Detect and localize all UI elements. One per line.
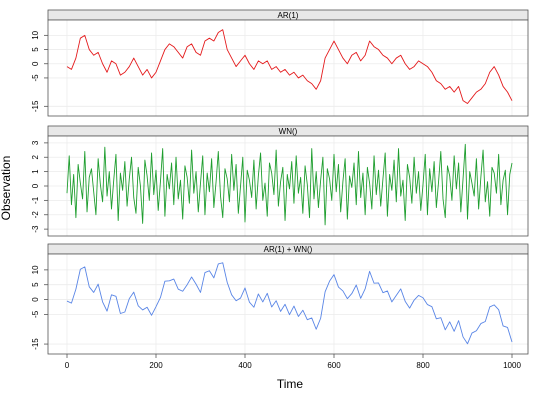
y-tick-label: 5 <box>31 47 40 52</box>
panel-border <box>47 253 529 355</box>
x-tick-label: 800 <box>416 361 430 370</box>
y-tick-label: -15 <box>31 338 40 350</box>
y-tick-label: 5 <box>31 282 40 287</box>
y-tick-label: 10 <box>31 265 40 274</box>
panel-2: WN() 3 2 1 0 -1 -2 -3 <box>31 125 529 237</box>
y-tick-label: -15 <box>31 100 40 112</box>
plot-area <box>48 254 528 354</box>
series-line <box>66 262 513 345</box>
x-tick-label: 200 <box>149 361 163 370</box>
series-line <box>66 143 513 226</box>
y-tick-label: -1 <box>31 196 40 204</box>
series-line <box>66 29 513 104</box>
y-tick-label: -2 <box>31 211 40 219</box>
panel-title: AR(1) <box>278 11 299 20</box>
y-axis-title: Observation <box>0 156 13 221</box>
x-tick-label: 1000 <box>503 361 521 370</box>
y-tick-label: 0 <box>31 61 40 66</box>
y-tick-label: 10 <box>31 30 40 39</box>
y-tick-label: 1 <box>31 169 40 174</box>
x-tick-label: 0 <box>65 361 70 370</box>
y-tick-label: -5 <box>31 310 40 318</box>
plot-area <box>48 20 528 116</box>
x-axis-title: Time <box>277 377 304 391</box>
y-tick-label: 0 <box>31 297 40 302</box>
panel-1: AR(1) 10 5 0 -5 -15 <box>31 9 529 117</box>
y-tick-label: 0 <box>31 183 40 188</box>
panel-border <box>47 19 529 117</box>
y-tick-label: -5 <box>31 74 40 82</box>
y-tick-label: 3 <box>31 140 40 145</box>
panel-3: AR(1) + WN() 10 5 0 -5 -15 0 200 400 600 800 1000 <box>31 243 529 370</box>
x-tick-label: 400 <box>238 361 252 370</box>
panel-title: WN() <box>279 127 298 136</box>
y-tick-label: -3 <box>31 225 40 233</box>
x-tick-label: 600 <box>327 361 341 370</box>
y-tick-label: 2 <box>31 154 40 159</box>
panel-title: AR(1) + WN() <box>264 245 313 254</box>
